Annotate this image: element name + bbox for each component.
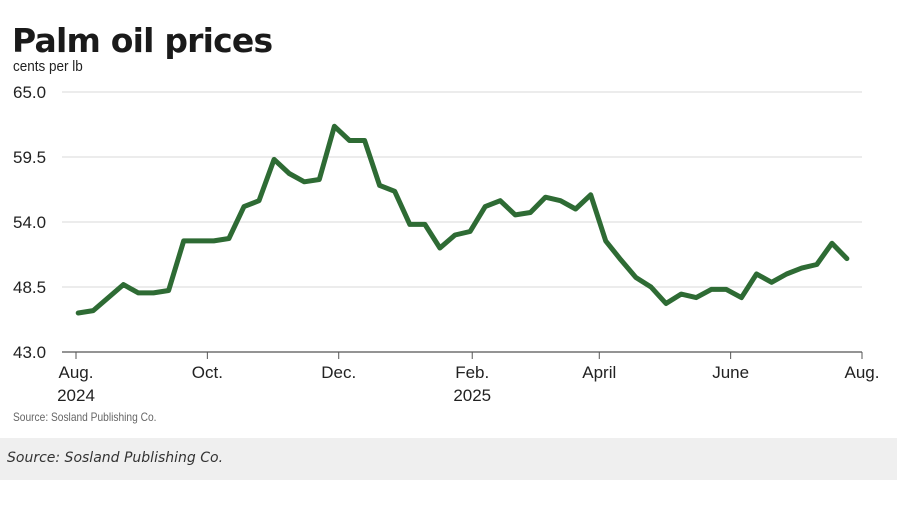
- x-tick-year-label: 2025: [453, 386, 491, 405]
- y-tick-label: 65.0: [13, 83, 46, 102]
- y-tick-label: 43.0: [13, 343, 46, 362]
- x-tick-label: Feb.: [455, 363, 489, 382]
- y-axis-unit-label: cents per lb: [13, 58, 83, 75]
- x-tick-labels: Aug. 2024 Oct. Dec. Feb. 2025 April June Aug.: [57, 352, 879, 405]
- grid-lines: [62, 91, 862, 353]
- chart-title: Palm oil prices: [12, 21, 273, 60]
- series-group: [75, 123, 850, 316]
- y-tick-label: 48.5: [13, 278, 46, 297]
- caption-text: Source: Sosland Publishing Co.: [7, 450, 224, 466]
- x-tick-label: Aug.: [845, 363, 880, 382]
- chart-plot: 65.0 59.5 54.0 48.5 43.0 Aug. 2024 Oct. Dec. Feb…: [13, 83, 879, 405]
- caption-bar: Source: Sosland Publishing Co.: [0, 438, 897, 480]
- chart-source-note: Source: Sosland Publishing Co.: [13, 410, 157, 424]
- y-tick-labels: 65.0 59.5 54.0 48.5 43.0: [13, 83, 46, 362]
- price-series-line: [75, 123, 850, 316]
- y-tick-label: 59.5: [13, 148, 46, 167]
- x-tick-label: April: [582, 363, 616, 382]
- x-tick-label: June: [712, 363, 749, 382]
- x-tick-label: Oct.: [192, 363, 223, 382]
- x-tick-label: Dec.: [321, 363, 356, 382]
- x-tick-label: Aug.: [59, 363, 94, 382]
- y-tick-label: 54.0: [13, 213, 46, 232]
- x-tick-year-label: 2024: [57, 386, 95, 405]
